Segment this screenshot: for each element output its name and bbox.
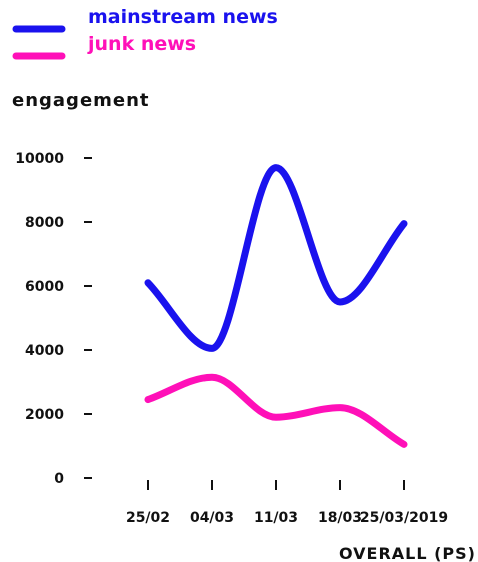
- legend: mainstream news junk news: [12, 6, 278, 60]
- series-line-1: [144, 373, 408, 448]
- x-tick-label-3: 18/03: [318, 510, 362, 526]
- y-tick-label-1: 2000: [25, 407, 64, 423]
- series-lines: [144, 164, 408, 448]
- x-tick-label-2: 11/03: [254, 510, 298, 526]
- series-line-0: [144, 164, 408, 352]
- y-axis-label: engagement: [12, 90, 150, 111]
- chart-footer: OVERALL (PS): [339, 544, 476, 562]
- y-axis: 0 2000 4000 6000 8000 10000: [15, 151, 92, 487]
- y-tick-label-2: 4000: [25, 343, 64, 359]
- y-tick-label-3: 6000: [25, 279, 64, 295]
- y-tick-label-4: 8000: [25, 215, 64, 231]
- x-tick-label-0: 25/02: [126, 510, 170, 526]
- legend-label-0: mainstream news: [88, 6, 278, 28]
- x-tick-label-4: 25/03/2019: [360, 510, 448, 526]
- y-tick-label-0: 0: [54, 471, 64, 487]
- y-tick-label-5: 10000: [15, 151, 64, 167]
- x-tick-label-1: 04/03: [190, 510, 234, 526]
- legend-label-1: junk news: [87, 33, 196, 55]
